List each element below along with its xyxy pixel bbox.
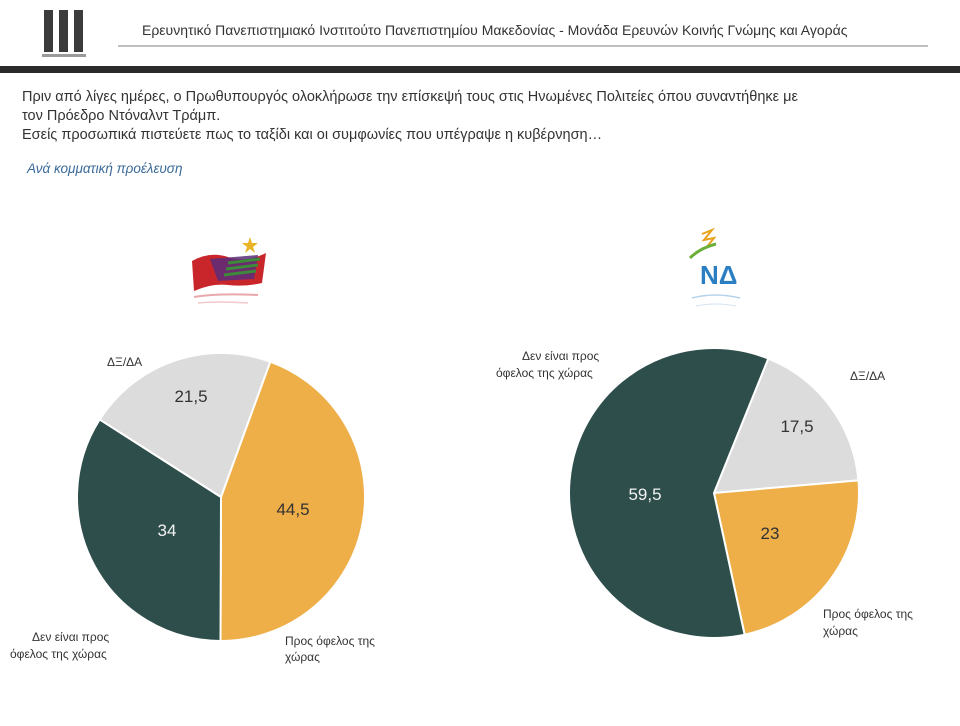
subtitle: Ανά κομματική προέλευση: [27, 161, 183, 176]
category-label-den-1: Δεν είναι προς: [522, 349, 599, 363]
header-title: Ερευνητικό Πανεπιστημιακό Ινστιτούτο Παν…: [142, 22, 848, 38]
pie-slice-den-ofelos: [568, 347, 770, 639]
category-label-ofelos-2: χώρας: [823, 624, 858, 638]
syriza-logo: [192, 237, 266, 304]
value-label-ofelos: 23: [761, 524, 780, 543]
value-label-dxda: 21,5: [174, 387, 207, 406]
nd-logo: ΝΔ: [688, 227, 741, 307]
pie-chart-syriza: 44,5 34 21,5 Προς όφελος της χώρας Δεν ε…: [10, 352, 375, 664]
institute-logo: [42, 10, 86, 57]
header-bar: [0, 66, 960, 73]
value-label-den-ofelos: 34: [158, 521, 177, 540]
category-label-den-1: Δεν είναι προς: [32, 630, 109, 644]
header-divider: [118, 45, 928, 47]
value-label-dxda: 17,5: [780, 417, 813, 436]
pie-chart-nd: 17,5 23 59,5 ΔΞ/ΔΑ Προς όφελος της χώρας…: [496, 347, 913, 639]
category-label-ofelos-2: χώρας: [285, 650, 320, 664]
question-line-1: Πριν από λίγες ημέρες, ο Πρωθυπουργός ολ…: [22, 89, 798, 105]
category-label-ofelos-1: Προς όφελος της: [823, 607, 913, 621]
value-label-ofelos: 44,5: [276, 500, 309, 519]
survey-question: Πριν από λίγες ημέρες, ο Πρωθυπουργός ολ…: [22, 88, 942, 145]
category-label-den-2: όφελος της χώρας: [10, 647, 107, 661]
pie-slice-dxda: [98, 352, 272, 499]
page-header: Ερευνητικό Πανεπιστημιακό Ινστιτούτο Παν…: [0, 0, 960, 74]
pie-slice-dxda: [712, 357, 860, 495]
category-label-den-2: όφελος της χώρας: [496, 366, 593, 380]
question-line-3: Εσείς προσωπικά πιστεύετε πως το ταξίδι …: [22, 127, 603, 143]
pie-slice-ofelos: [712, 479, 860, 636]
category-label-ofelos-1: Προς όφελος της: [285, 634, 375, 648]
category-label-dxda: ΔΞ/ΔΑ: [107, 355, 142, 369]
nd-logo-text: ΝΔ: [700, 260, 737, 290]
pie-slice-ofelos: [219, 360, 367, 643]
category-label-dxda: ΔΞ/ΔΑ: [850, 369, 885, 383]
question-line-2: τον Πρόεδρο Ντόναλντ Τράμπ.: [22, 108, 221, 124]
value-label-den-ofelos: 59,5: [628, 485, 661, 504]
